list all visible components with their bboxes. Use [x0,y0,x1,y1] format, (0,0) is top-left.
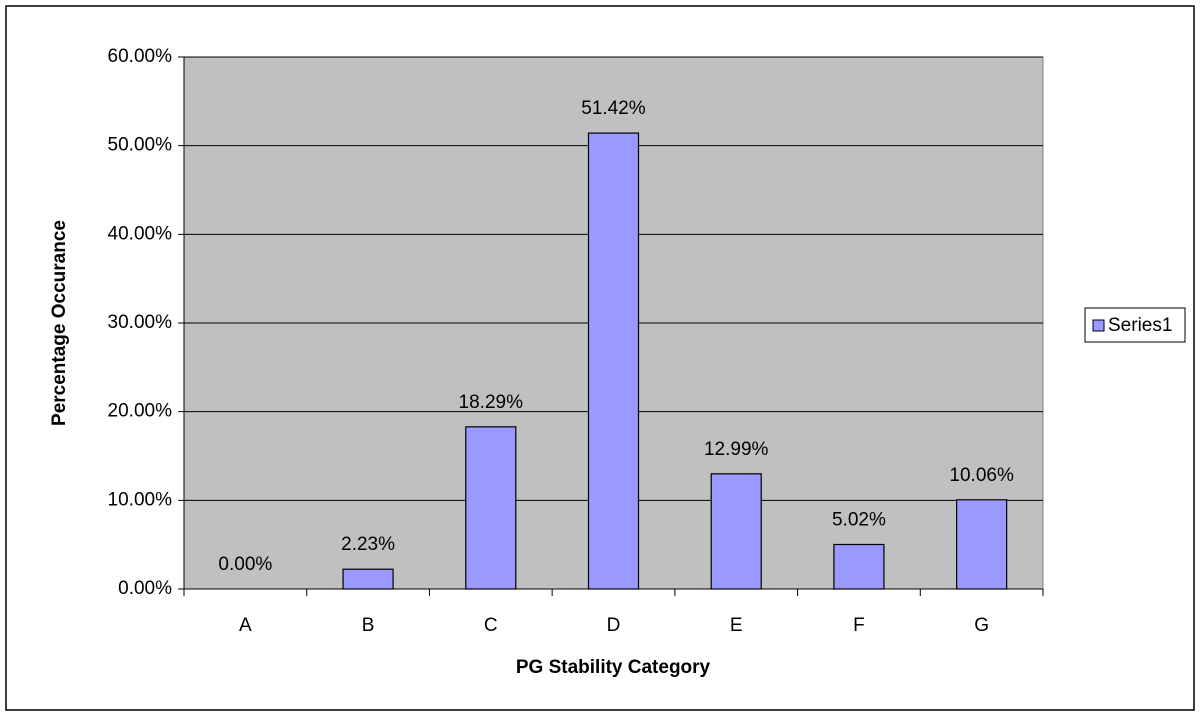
data-label: 5.02% [832,510,886,531]
bar [342,568,394,590]
y-tick-label: 50.00% [108,135,173,156]
legend-label: Series1 [1108,315,1172,336]
data-label: 18.29% [459,392,524,413]
x-tick-label: A [239,615,252,636]
x-tick-label: C [484,615,498,636]
legend-swatch [1092,319,1105,332]
bar [956,499,1008,590]
data-label: 0.00% [218,554,272,575]
x-tick-label: B [362,615,375,636]
y-tick-label: 40.00% [108,223,173,244]
x-tick-label: G [974,615,989,636]
bar [465,426,517,590]
x-tick-label: E [730,615,743,636]
y-tick-label: 30.00% [108,312,173,333]
y-tick-label: 20.00% [108,401,173,422]
data-label: 10.06% [949,465,1014,486]
bar [587,132,640,590]
y-tick-label: 0.00% [118,578,172,599]
data-label: 2.23% [341,534,395,555]
data-label: 51.42% [581,98,646,119]
x-axis-title: PG Stability Category [516,657,711,678]
bar [833,543,885,590]
bar [710,473,762,590]
y-tick-label: 60.00% [108,46,173,67]
y-tick-label: 10.00% [108,489,173,510]
y-axis-title: Percentage Occurance [49,220,70,426]
x-tick-label: D [607,615,621,636]
data-label: 12.99% [704,439,769,460]
x-tick-label: F [853,615,865,636]
